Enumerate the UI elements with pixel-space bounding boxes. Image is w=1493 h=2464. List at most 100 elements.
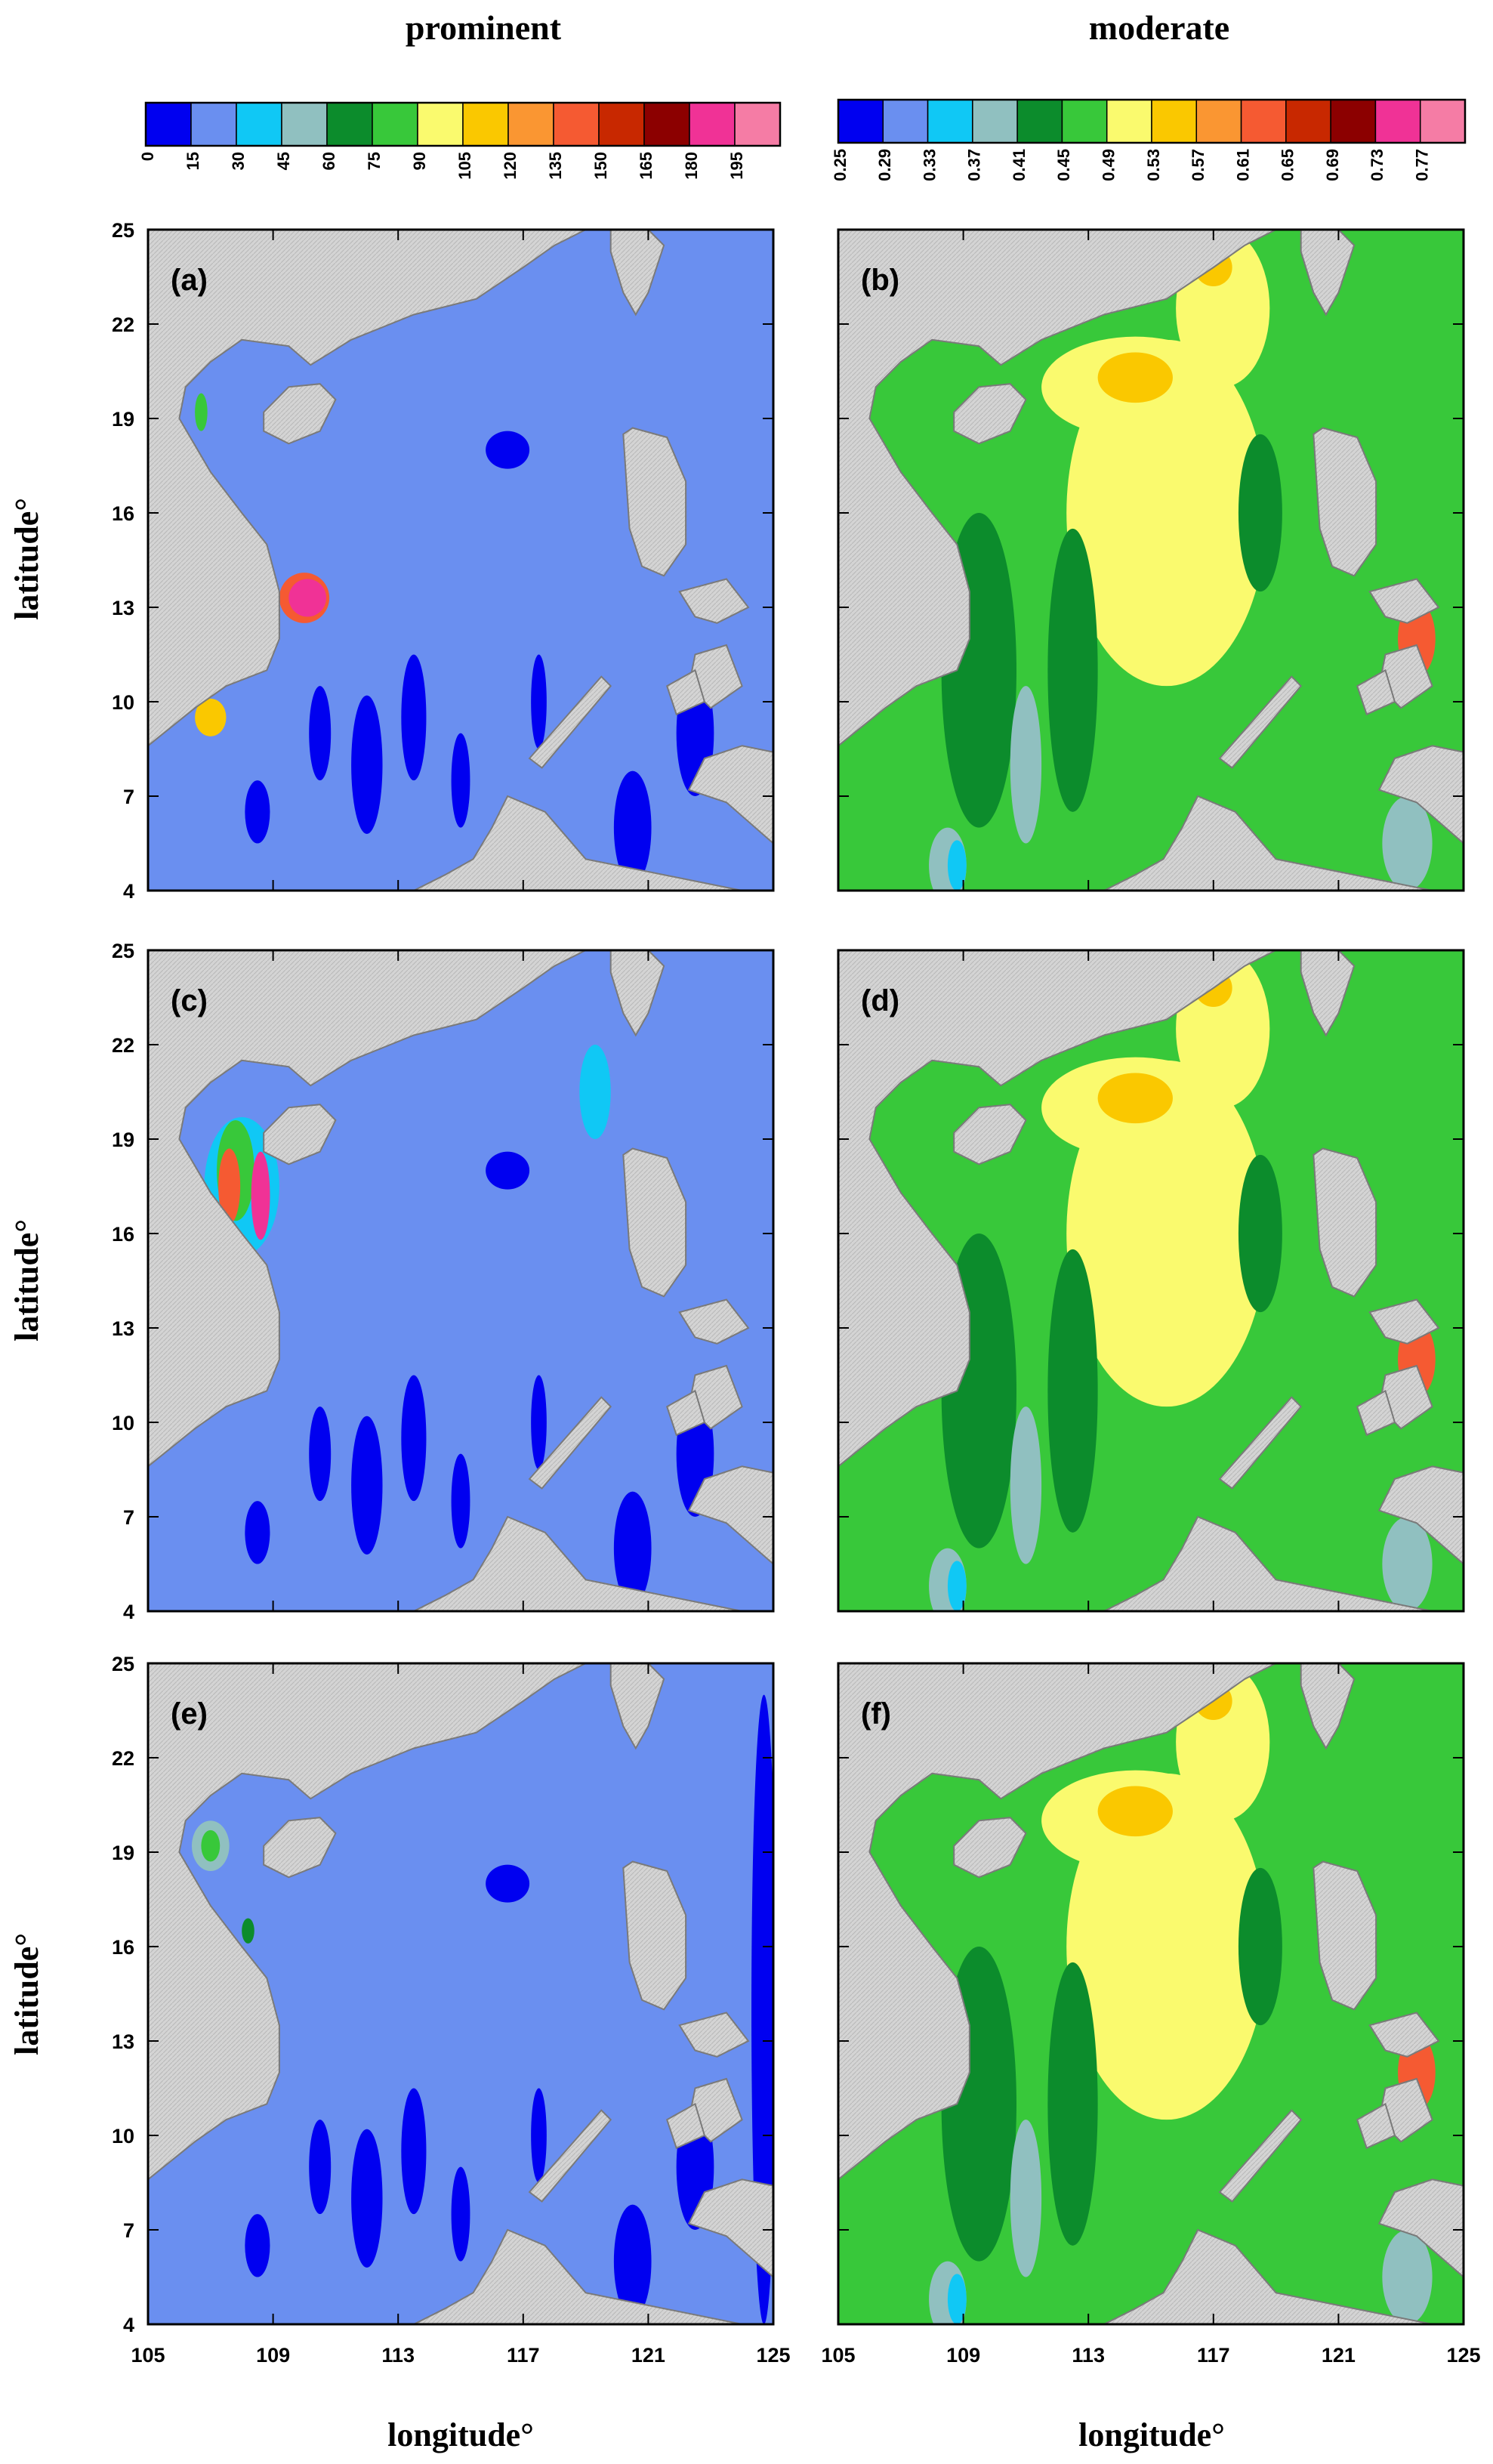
land-mass bbox=[838, 1663, 1277, 2181]
field-patch bbox=[1010, 2120, 1042, 2277]
colorbar-swatch bbox=[190, 102, 237, 147]
colorbar-swatch bbox=[1285, 99, 1331, 144]
field-patch bbox=[947, 840, 967, 891]
land-mass bbox=[1368, 1298, 1440, 1345]
land-mass bbox=[1103, 1515, 1433, 1611]
field-patch bbox=[1238, 1867, 1282, 2026]
land-mass bbox=[1218, 675, 1303, 769]
y-tick-label: 7 bbox=[123, 786, 134, 808]
colorbar-swatch bbox=[689, 102, 736, 147]
low-value-patch bbox=[451, 1453, 470, 1548]
colorbar-tick-label: 150 bbox=[591, 152, 610, 180]
land-mass bbox=[665, 1389, 706, 1437]
high-value-patch bbox=[201, 1829, 221, 1862]
colorbar-tick-label: 0 bbox=[138, 152, 157, 161]
panel-label: (f) bbox=[861, 1697, 891, 1731]
land-mass bbox=[953, 1104, 1027, 1166]
column-title-moderate: moderate bbox=[1089, 8, 1229, 47]
low-value-patch bbox=[245, 2214, 270, 2277]
y-tick-label: 25 bbox=[112, 1653, 134, 1675]
field-patch bbox=[1382, 796, 1433, 891]
field-patch bbox=[1047, 1249, 1098, 1533]
colorbar-tick-label: 45 bbox=[274, 152, 293, 170]
land-mass bbox=[413, 2228, 742, 2324]
low-value-patch bbox=[486, 1151, 530, 1190]
land-mass bbox=[678, 2012, 750, 2058]
x-tick-label: 117 bbox=[507, 2344, 540, 2367]
high-value-patch bbox=[218, 1148, 241, 1224]
field-patch bbox=[1010, 686, 1042, 844]
colorbar-tick-label: 0.25 bbox=[831, 149, 850, 181]
land-mass bbox=[1377, 1465, 1464, 1565]
colorbar-frame bbox=[144, 101, 782, 147]
y-tick-label: 19 bbox=[112, 408, 134, 431]
colorbar-tick-label: 30 bbox=[229, 152, 248, 170]
y-tick-label: 4 bbox=[123, 880, 134, 903]
colorbar-tick-label: 165 bbox=[637, 152, 656, 180]
land-mass bbox=[263, 1104, 337, 1166]
colorbar-tick-label: 135 bbox=[546, 152, 565, 180]
land-mass bbox=[148, 1663, 587, 2181]
field-patch bbox=[1238, 1154, 1282, 1313]
y-tick-label: 19 bbox=[112, 1129, 134, 1151]
y-tick-label: 13 bbox=[112, 2030, 134, 2053]
y-tick-label: 25 bbox=[112, 219, 134, 242]
land-mass bbox=[528, 2109, 612, 2203]
land-mass bbox=[263, 383, 337, 445]
land-mass bbox=[1313, 1860, 1377, 2011]
colorbar-swatch bbox=[1374, 99, 1421, 144]
land-mass bbox=[413, 795, 742, 891]
land-mass bbox=[687, 1465, 773, 1565]
colorbar-prominent: 0 15 30 45 60 75 90 105 120 135 150 165 180 195 bbox=[138, 101, 782, 180]
land-mass bbox=[1313, 1147, 1377, 1298]
low-value-patch bbox=[245, 1501, 270, 1564]
land-mass bbox=[687, 745, 773, 844]
colorbar-tick-label: 0.57 bbox=[1189, 149, 1208, 181]
land-mass bbox=[1300, 230, 1356, 316]
colorbar-tick-label: 60 bbox=[319, 152, 338, 170]
land-mass bbox=[1356, 668, 1396, 716]
colorbar-tick-label: 0.41 bbox=[1010, 149, 1029, 181]
land-mass bbox=[413, 1515, 742, 1611]
low-value-patch bbox=[309, 1406, 332, 1502]
colorbar-tick-label: 15 bbox=[184, 152, 202, 170]
low-value-patch bbox=[486, 1864, 530, 1903]
x-tick-label: 109 bbox=[946, 2344, 980, 2367]
x-tick-label: 105 bbox=[131, 2344, 165, 2367]
map-panel: (a) 25 22 19 16 13 10 7 4 bbox=[112, 219, 775, 903]
colorbar-tick-label: 0.61 bbox=[1233, 149, 1252, 181]
y-tick-label: 22 bbox=[112, 313, 134, 336]
colorbar-tick-label: 180 bbox=[682, 152, 701, 180]
field-patch bbox=[1010, 1406, 1042, 1564]
y-axis-title-row-3: latitude° bbox=[8, 1933, 45, 2055]
land-mass bbox=[1377, 2178, 1464, 2278]
colorbar-tick-label: 0.29 bbox=[875, 149, 894, 181]
panel-label: (a) bbox=[171, 264, 208, 297]
panel-frame bbox=[147, 228, 775, 892]
colorbar-frame bbox=[837, 98, 1467, 144]
x-tick-label: 121 bbox=[1322, 2344, 1356, 2367]
colorbar-tick-label: 195 bbox=[727, 152, 746, 180]
low-value-patch bbox=[309, 686, 332, 781]
x-tick-label: 121 bbox=[631, 2344, 665, 2367]
land-mass bbox=[838, 230, 1277, 747]
low-value-patch bbox=[351, 695, 383, 834]
y-tick-label: 13 bbox=[112, 597, 134, 619]
land-mass bbox=[609, 230, 665, 316]
land-mass bbox=[1356, 2102, 1396, 2150]
land-mass bbox=[1218, 2109, 1303, 2203]
land-mass bbox=[148, 950, 587, 1468]
low-value-patch bbox=[486, 431, 530, 469]
low-value-patch bbox=[401, 654, 427, 781]
colorbar-tick-label: 0.49 bbox=[1100, 149, 1118, 181]
field-patch bbox=[1382, 1517, 1433, 1611]
colorbar-swatch bbox=[507, 102, 554, 147]
colorbar-swatch bbox=[1016, 99, 1063, 144]
high-value-patch bbox=[288, 579, 326, 617]
map-panel: (e) 25 22 19 16 13 10 7 4 105 109 113 117 121 125 bbox=[112, 1653, 791, 2367]
land-mass bbox=[528, 675, 612, 769]
colorbar-swatch bbox=[972, 99, 1018, 144]
colorbar-swatch bbox=[236, 102, 282, 147]
land-mass bbox=[148, 230, 587, 747]
field-patch bbox=[1047, 528, 1098, 812]
